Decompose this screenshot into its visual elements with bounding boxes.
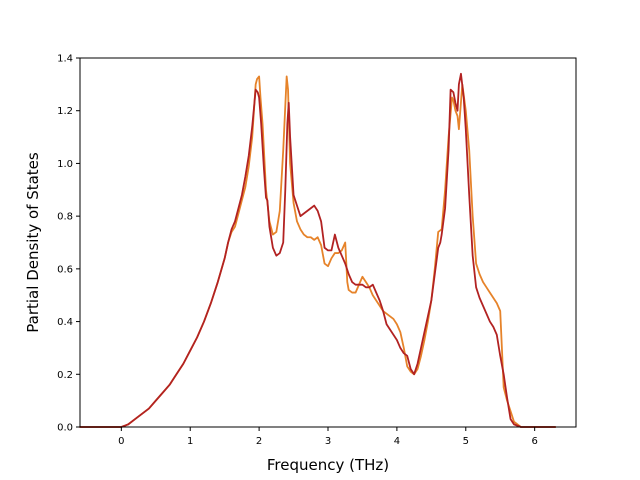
y-tick-label: 0.6: [57, 264, 73, 275]
y-tick-label: 0.2: [57, 370, 73, 381]
series-line-1: [79, 75, 557, 428]
x-tick-label: 0: [118, 436, 124, 447]
tick-layer: 0 1 2 3 4 5 6 0.0 0.2 0.4 0.6 0.8 1.0 1.2 1.4: [57, 54, 538, 448]
x-tick-label: 5: [463, 436, 469, 447]
plot-frame: [79, 57, 577, 428]
x-axis-label: Frequency (THz): [267, 456, 389, 474]
x-tick-label: 3: [325, 436, 331, 447]
y-tick-label: 0.8: [57, 212, 73, 223]
y-tick-label: 1.2: [57, 106, 73, 117]
x-tick-label: 6: [531, 436, 537, 447]
y-tick-label: 0.0: [57, 423, 73, 434]
x-tick-label: 2: [256, 436, 262, 447]
y-tick-label: 0.4: [57, 317, 73, 328]
series-layer: [79, 72, 557, 428]
y-tick-label: 1.0: [57, 159, 73, 170]
x-tick-label: 4: [394, 436, 400, 447]
y-tick-label: 1.4: [57, 54, 73, 65]
y-axis-label: Partial Density of States: [24, 152, 42, 333]
series-line-2: [79, 72, 557, 428]
x-tick-label: 1: [187, 436, 193, 447]
